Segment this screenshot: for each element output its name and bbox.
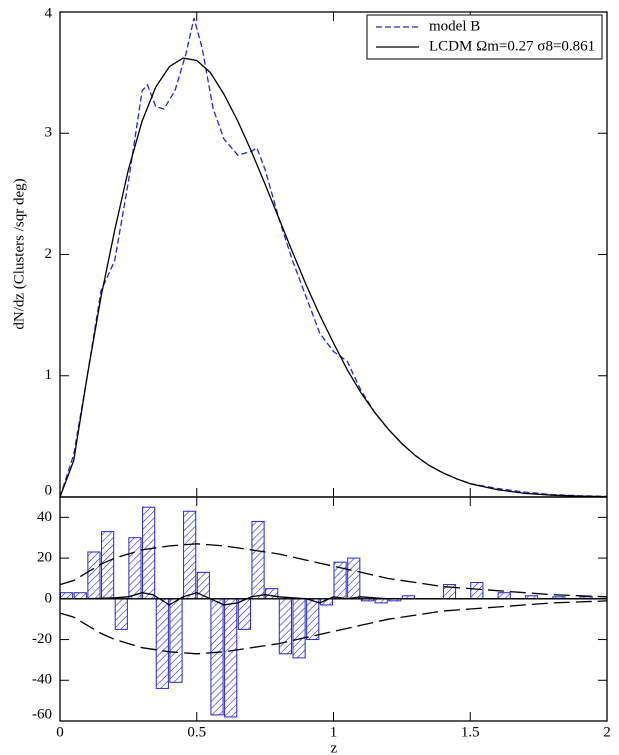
bar — [470, 582, 484, 600]
bar — [155, 598, 169, 689]
bar — [60, 592, 74, 600]
bar — [306, 598, 320, 641]
bar — [347, 557, 361, 600]
bar — [183, 510, 197, 600]
bar — [251, 520, 265, 600]
bar — [196, 571, 210, 600]
bar — [114, 598, 128, 630]
x-tick-label: 0.5 — [187, 724, 206, 740]
bar — [87, 551, 101, 600]
bar — [73, 592, 87, 600]
bar — [224, 598, 238, 718]
x-tick-label: 2 — [603, 724, 611, 740]
x-tick-label: 1.5 — [461, 724, 480, 740]
y-tick-label: 1 — [45, 367, 53, 383]
legend-box — [366, 14, 603, 60]
y-tick-label: -40 — [32, 672, 52, 688]
y-axis-label: dN/dz (Clusters /sqr deg) — [11, 178, 27, 329]
legend-label: LCDM Ωm=0.27 σ8=0.861 — [429, 38, 595, 54]
bar — [101, 531, 115, 600]
envelope-line — [59, 543, 608, 598]
difference-line — [60, 592, 607, 606]
x-tick-label: 1 — [330, 724, 338, 740]
y-tick-label: -20 — [32, 631, 52, 647]
y-tick-label: 2 — [45, 246, 53, 262]
bar — [292, 598, 306, 659]
legend-label: model B — [429, 18, 480, 34]
y-tick-label: 20 — [37, 550, 52, 566]
bar — [278, 598, 292, 655]
bar — [497, 592, 511, 600]
bar — [210, 598, 224, 716]
y-tick-label: -60 — [32, 706, 52, 722]
bar — [169, 598, 183, 683]
bar — [265, 588, 279, 600]
bar — [142, 506, 156, 600]
plot-frame — [59, 11, 608, 498]
envelope-line — [59, 600, 608, 655]
plot-frame — [59, 496, 608, 722]
y-tick-label: 40 — [37, 509, 52, 525]
data-line — [59, 57, 608, 498]
data-line — [59, 17, 608, 498]
y-tick-label: 0 — [45, 482, 53, 498]
y-tick-label: 0 — [45, 590, 53, 606]
y-tick-label: 4 — [45, 5, 53, 21]
y-tick-label: 3 — [45, 125, 53, 141]
x-axis-label: z — [331, 740, 338, 755]
x-tick-label: 0 — [56, 724, 64, 740]
bar — [237, 598, 251, 630]
bar — [128, 537, 142, 600]
